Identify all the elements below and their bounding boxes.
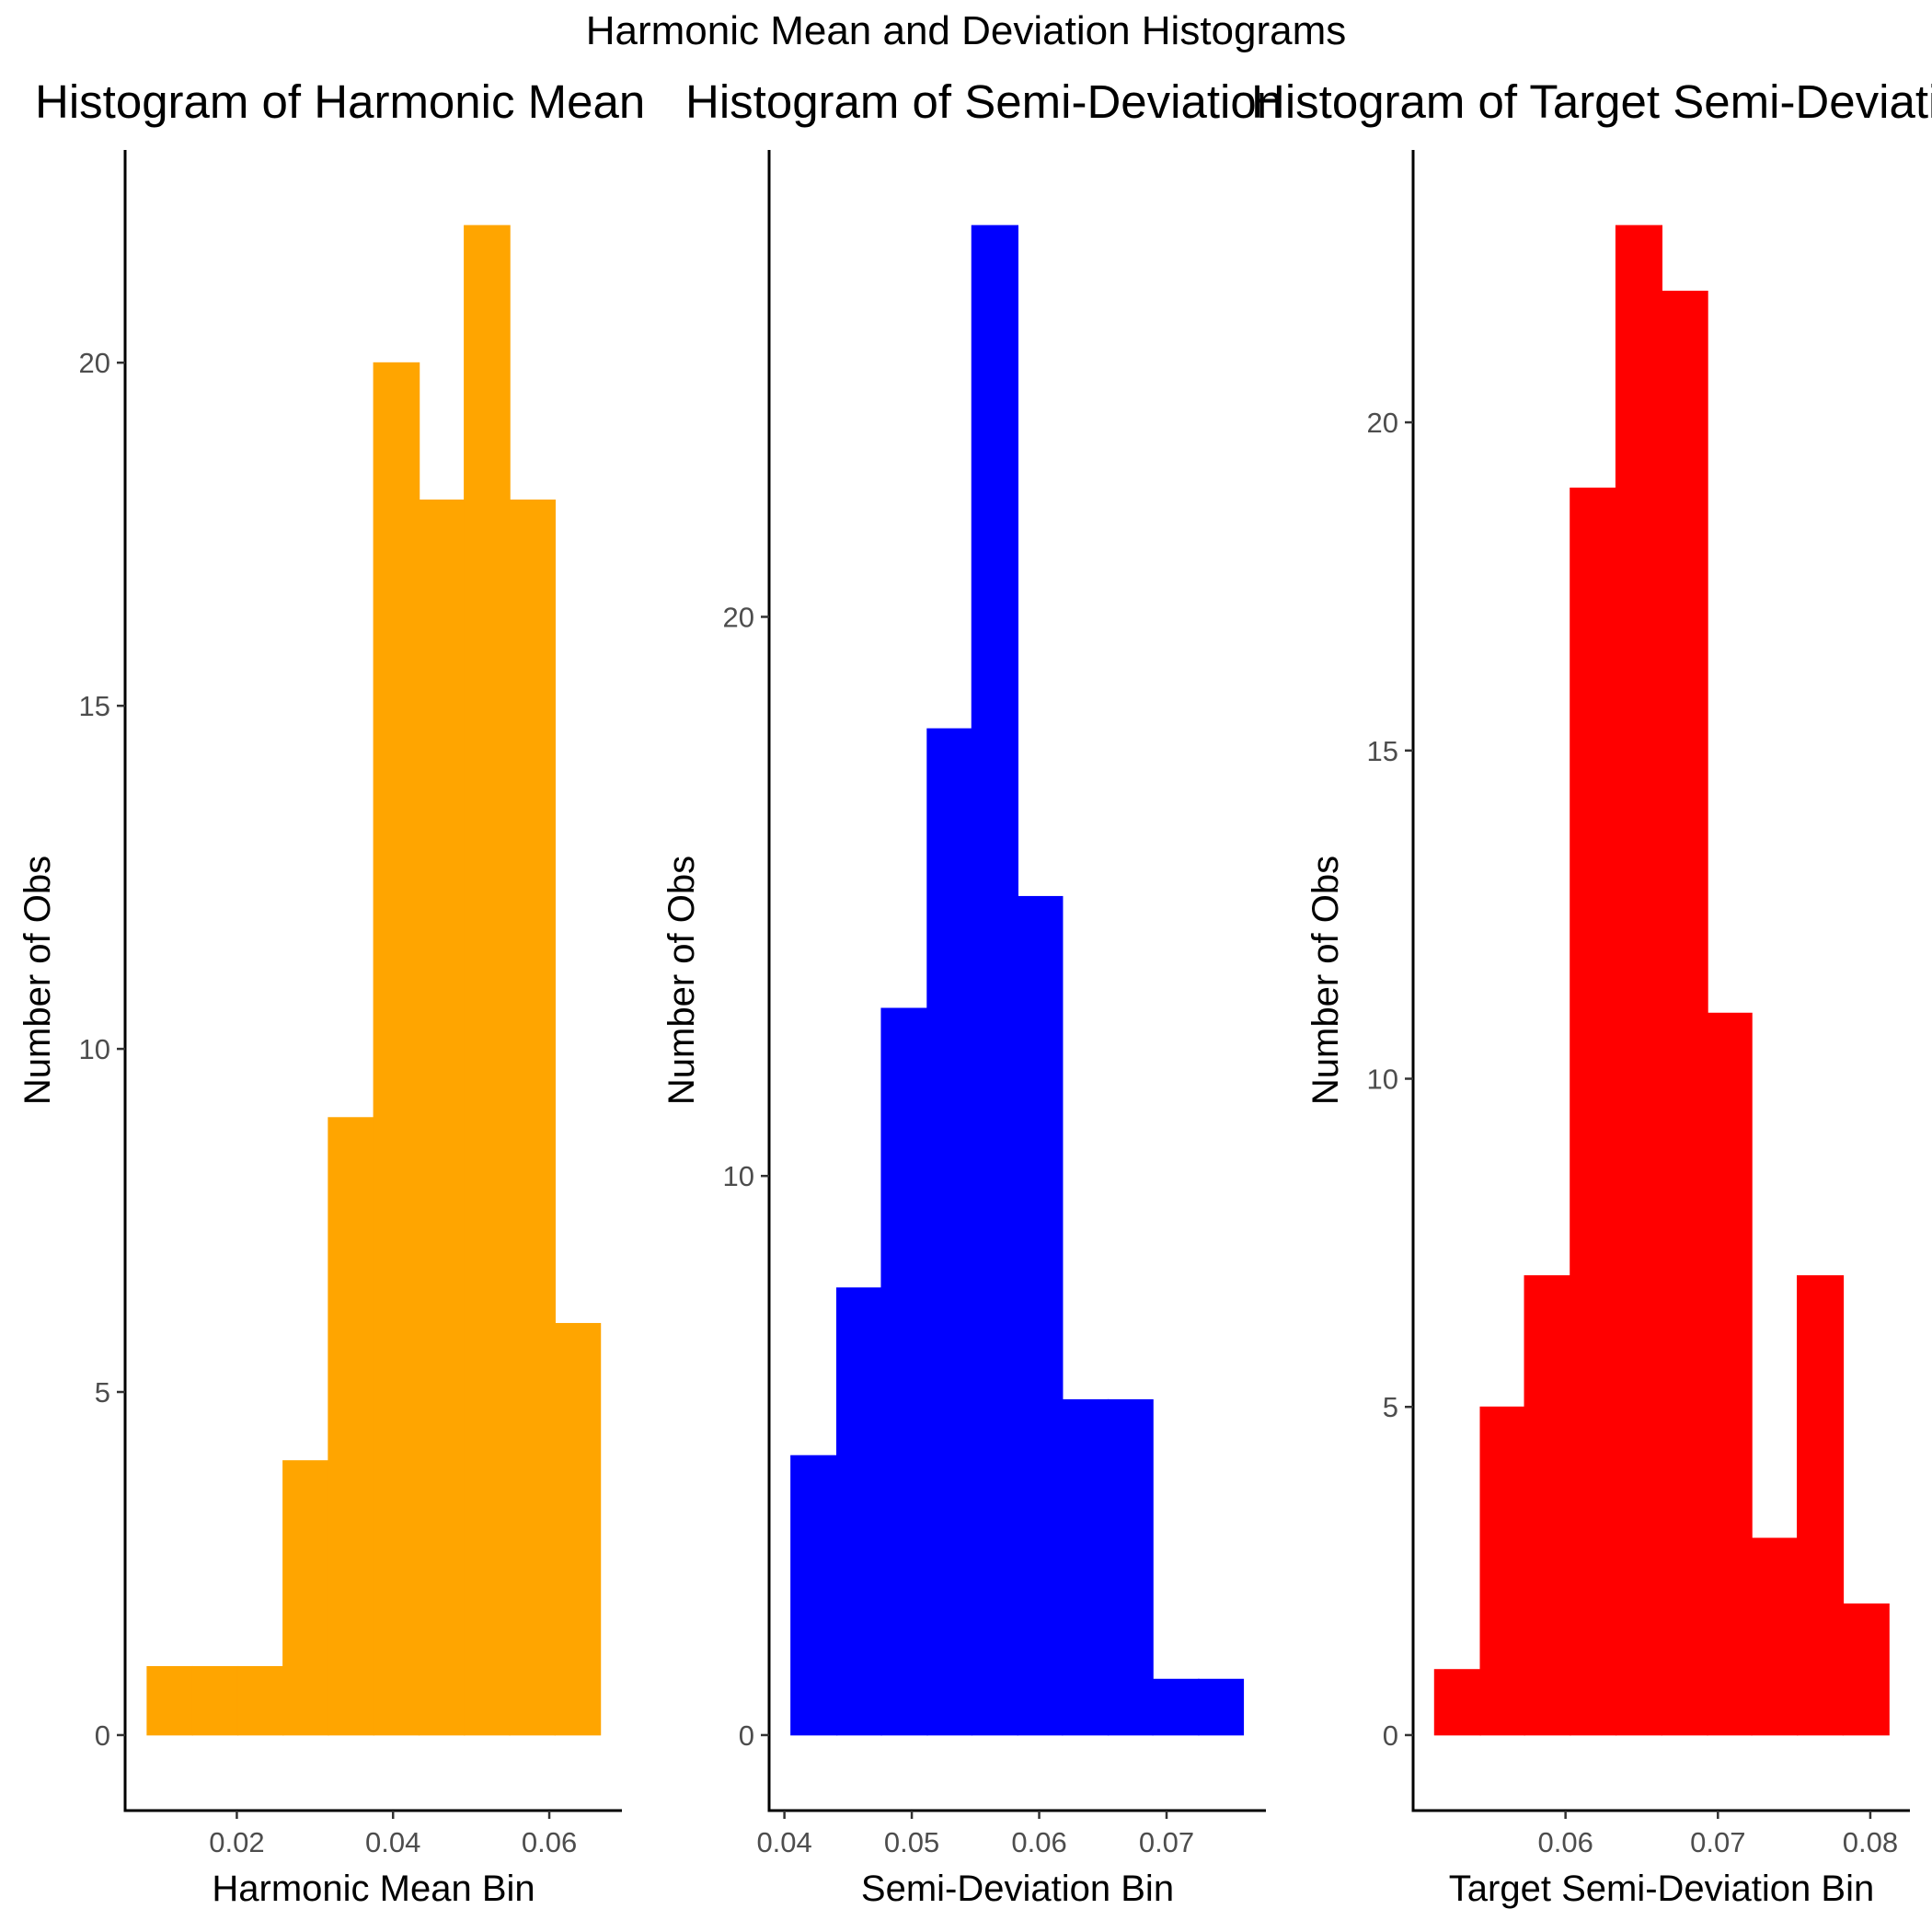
histogram-bar [790,1455,838,1736]
panel-title: Histogram of Semi-Deviation [685,75,1282,128]
histogram-bar [191,1665,239,1736]
histogram-bar [1570,488,1617,1736]
histogram-bar [1433,1669,1481,1736]
x-tick-label: 0.06 [1537,1826,1593,1858]
histogram-bar [880,1007,928,1736]
histogram-bar [1615,224,1663,1736]
y-tick-label: 0 [1383,1719,1398,1752]
x-tick-label: 0.06 [522,1826,577,1858]
histogram-bar [1062,1398,1110,1736]
panel-title: Histogram of Harmonic Mean [35,75,645,128]
histogram-bar [1661,290,1708,1736]
y-tick-label: 20 [79,347,110,379]
histogram-bar [236,1665,284,1736]
y-tick-label: 0 [95,1719,110,1752]
y-tick-label: 20 [723,601,754,633]
x-axis-label: Harmonic Mean Bin [212,1869,535,1909]
histogram-panel-3: Histogram of Target Semi-Deviation 0 5 10 15… [1251,75,1932,1909]
histogram-bar [1797,1275,1845,1736]
x-tick-label: 0.07 [1139,1826,1194,1858]
y-axis-label: Number of Obs [17,856,58,1105]
histogram-bar [554,1323,602,1736]
histogram-bar [1479,1406,1525,1736]
x-axis-label: Target Semi-Deviation Bin [1449,1869,1874,1909]
x-tick-label: 0.04 [756,1826,811,1858]
histogram-bar [1107,1398,1154,1736]
histogram-panel-2: Histogram of Semi-Deviation 0 10 20 0.04 0.05… [661,75,1282,1909]
x-tick-label: 0.08 [1843,1826,1898,1858]
y-tick-label: 15 [1367,735,1398,767]
histogram-bar [1198,1678,1245,1736]
histogram-bar [509,499,556,1736]
y-tick-label: 10 [1367,1064,1398,1096]
histogram-bar [1751,1537,1799,1736]
histogram-bar [1017,895,1064,1736]
y-tick-label: 15 [79,690,110,722]
x-tick-label: 0.05 [884,1826,939,1858]
histogram-bar [464,224,511,1736]
histogram-bar [1842,1603,1890,1736]
histogram-bar [328,1117,375,1736]
y-tick-label: 5 [95,1376,110,1409]
histogram-bar [146,1665,194,1736]
histogram-bar [1524,1275,1571,1736]
y-tick-label: 10 [79,1033,110,1065]
histogram-bar [373,362,420,1736]
y-axis-label: Number of Obs [1305,856,1346,1105]
x-tick-label: 0.04 [365,1826,420,1858]
y-tick-label: 0 [739,1719,754,1752]
histogram-bar [926,728,973,1736]
figure-title: Harmonic Mean and Deviation Histograms [586,8,1347,53]
panel-title: Histogram of Target Semi-Deviation [1251,75,1932,128]
histogram-bar [971,224,1018,1736]
histogram-panel-1: Histogram of Harmonic Mean 0 5 10 15 20 0.02 0.… [17,75,645,1909]
histogram-bar [1707,1012,1753,1736]
y-tick-label: 5 [1383,1391,1398,1423]
histogram-bar [418,499,466,1736]
y-axis-label: Number of Obs [661,856,702,1105]
x-tick-label: 0.02 [209,1826,264,1858]
histogram-bar [282,1460,329,1736]
y-tick-label: 10 [723,1160,754,1192]
histogram-bar [1152,1678,1200,1736]
x-tick-label: 0.06 [1011,1826,1066,1858]
histogram-bar [835,1287,882,1736]
x-tick-label: 0.07 [1690,1826,1745,1858]
x-axis-label: Semi-Deviation Bin [861,1869,1174,1909]
y-tick-label: 20 [1367,407,1398,439]
